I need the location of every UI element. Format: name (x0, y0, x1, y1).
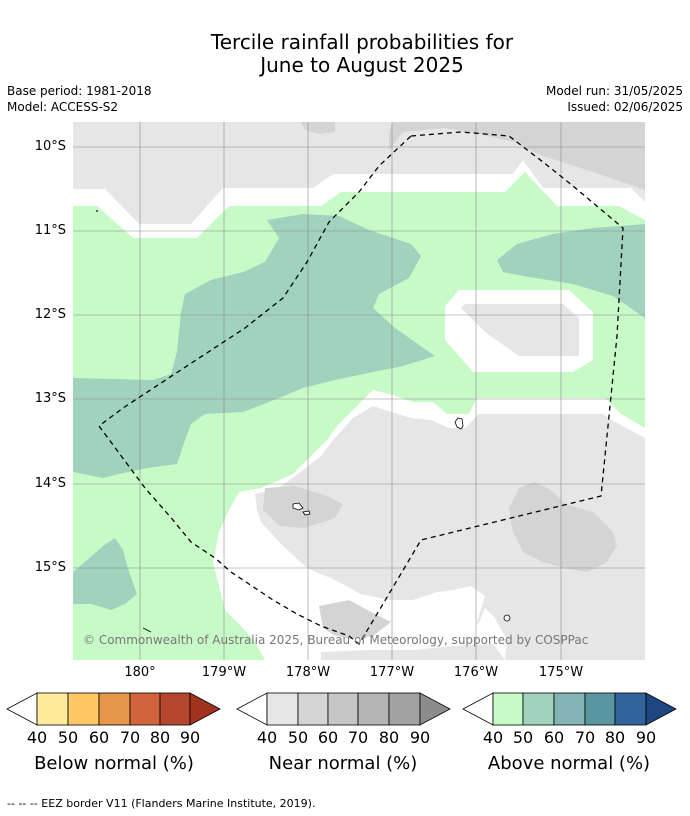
near-normal-40-strip-bottom (321, 644, 505, 660)
legend-near-swatch-3 (327, 692, 359, 726)
legend-above-tick: 60 (543, 728, 565, 747)
title-line-1: Tercile rainfall probabilities for (210, 30, 514, 54)
map-title: Tercile rainfall probabilities for June … (0, 31, 690, 77)
near-normal-40-patch-east (461, 304, 579, 356)
island-vavau-1 (292, 502, 304, 511)
lat-label-12s: 12°S (34, 307, 66, 322)
island-east (503, 614, 511, 622)
legend-below-min-arrow (6, 692, 38, 726)
legend-near-title: Near normal (%) (268, 753, 418, 774)
lon-label-178w: 178°W (285, 665, 331, 680)
legend-above-tick: 70 (574, 728, 596, 747)
legend-below-max-arrow (189, 692, 221, 726)
island-niuafoou (454, 417, 464, 430)
legend-near-tick: 60 (317, 728, 339, 747)
island-nw (96, 210, 98, 212)
lat-label-13s: 13°S (34, 391, 66, 406)
near-normal-50-patch-north (389, 122, 645, 190)
model-name: Model: ACCESS-S2 (7, 100, 119, 114)
legend-below-tick: 40 (26, 728, 48, 747)
lon-label-180: 180° (124, 665, 156, 680)
above-normal-50-area (73, 214, 435, 478)
legend-above-max-arrow (645, 692, 677, 726)
legend-above-tick: 90 (635, 728, 657, 747)
title-line-2: June to August 2025 (260, 53, 464, 77)
legend-near-max-arrow (419, 692, 451, 726)
legend-near-tick: 70 (347, 728, 369, 747)
legend-above-tick: 40 (482, 728, 504, 747)
lat-label-10s: 10°S (34, 139, 66, 154)
near-normal-50-patch-nw (301, 122, 335, 134)
island-vavau-2 (302, 510, 311, 516)
lon-label-177w: 177°W (369, 665, 415, 680)
lat-label-14s: 14°S (34, 476, 66, 491)
legend-near-tick: 80 (378, 728, 400, 747)
legend-near-bar (236, 692, 451, 726)
map-svg (73, 122, 645, 660)
legend-near-swatch-2 (297, 692, 329, 726)
legend-near-min-arrow (236, 692, 268, 726)
legend-above-swatch-2 (522, 692, 555, 726)
legend-below-title: Below normal (%) (34, 753, 194, 774)
legend-below-bar (6, 692, 221, 726)
legend-above-swatch-3 (553, 692, 586, 726)
issued-date: Issued: 02/06/2025 (567, 100, 683, 114)
legend-above-swatch-5 (614, 692, 647, 726)
legend-below-swatch-2 (67, 692, 100, 726)
map-gridlines (73, 122, 645, 660)
base-period: Base period: 1981-2018 (7, 84, 152, 98)
lon-label-176w: 176°W (453, 665, 499, 680)
legend-below-swatch-1 (36, 692, 69, 726)
legend-above-swatch-4 (584, 692, 616, 726)
above-normal-50-area-sw (73, 538, 137, 610)
legend-near-swatch-4 (357, 692, 390, 726)
legend-below-tick: 90 (179, 728, 201, 747)
legend-near-tick: 90 (409, 728, 431, 747)
map-panel (73, 122, 645, 660)
legend-near-swatch-1 (266, 692, 299, 726)
lon-label-175w: 175°W (538, 665, 584, 680)
lat-label-15s: 15°S (34, 560, 66, 575)
meta-right: Model run: 31/05/2025 Issued: 02/06/2025 (546, 83, 683, 115)
copyright-notice: © Commonwealth of Australia 2025, Bureau… (83, 633, 589, 647)
lat-label-11s: 11°S (34, 223, 66, 238)
near-normal-50-patch-south-left (263, 486, 343, 528)
legend-below-swatch-4 (129, 692, 161, 726)
legend-near-tick: 40 (256, 728, 278, 747)
eez-border (98, 131, 624, 645)
legend-above-tick: 80 (604, 728, 626, 747)
legend-near-tick: 50 (287, 728, 309, 747)
legend-above-bar (462, 692, 677, 726)
eez-border-note: -- -- -- EEZ border V11 (Flanders Marine… (7, 797, 316, 810)
lon-label-179w: 179°W (201, 665, 247, 680)
model-run: Model run: 31/05/2025 (545, 84, 683, 98)
legend-near-swatch-5 (388, 692, 421, 726)
legend-below-tick: 50 (57, 728, 79, 747)
legend-above-min-arrow (462, 692, 494, 726)
legend-below-tick: 60 (88, 728, 110, 747)
legend-above-title: Above normal (%) (487, 753, 651, 774)
legend-below-swatch-3 (98, 692, 131, 726)
meta-left: Base period: 1981-2018 Model: ACCESS-S2 (7, 83, 152, 115)
island-bottom-left (142, 627, 152, 633)
legend-below-swatch-5 (159, 692, 191, 726)
legend-below-tick: 80 (149, 728, 171, 747)
legend-colorbars (6, 692, 677, 726)
legend-above-tick: 50 (512, 728, 534, 747)
above-normal-50-area-east (497, 224, 645, 318)
near-normal-50-patch-south-bottom (319, 600, 391, 640)
legend-above-swatch-1 (492, 692, 524, 726)
legend-below-tick: 70 (119, 728, 141, 747)
near-normal-50-patch-se (509, 482, 617, 572)
